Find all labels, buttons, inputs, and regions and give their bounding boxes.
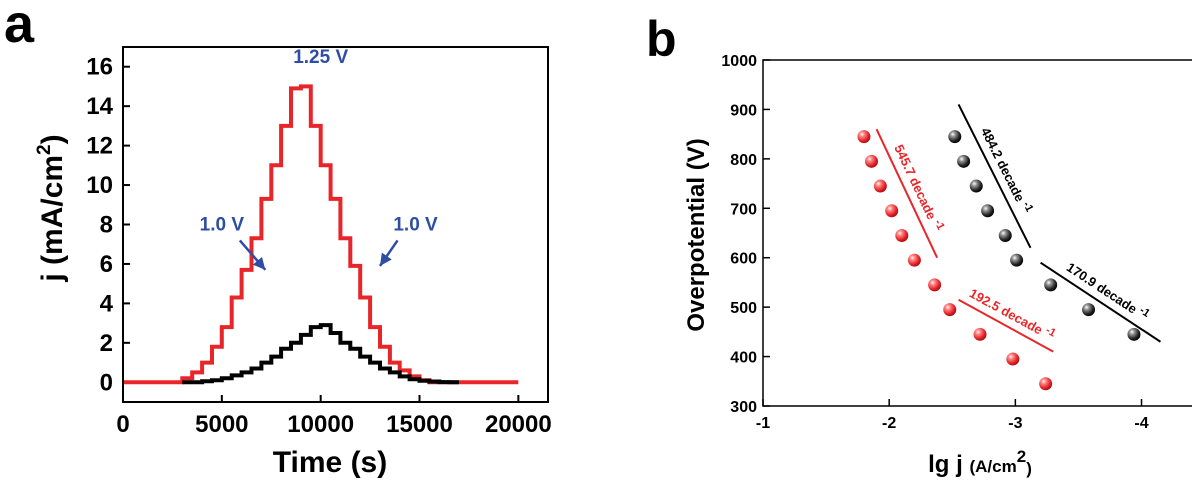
chart-b-y-tick-label: 1000 (721, 53, 757, 70)
chart-b-y-axis-title: Overpotential (V) (683, 138, 710, 331)
chart-b-x-axis-title: lg j (A/cm2) (928, 447, 1032, 478)
chart-a-x-tick-label: 15000 (386, 411, 453, 438)
chart-b-point-series-0 (857, 130, 871, 144)
chart-b-x-tick-label: -3 (1008, 415, 1022, 432)
chart-a-annotation: 1.25 V (293, 47, 348, 68)
chart-a-x-tick-label: 5000 (195, 411, 248, 438)
chart-b-y-tick-label: 300 (730, 399, 757, 416)
chart-b-fit-label-main: 170.9 decade (1064, 260, 1143, 319)
chart-b-y-tick-label: 900 (730, 102, 757, 119)
chart-a-y-tick-label: 12 (86, 133, 113, 160)
chart-b-ticks: -1 -2 -3 -4 300 400 500 600 700 800 900 1000 (721, 53, 1148, 432)
chart-b-point-series-0 (943, 303, 957, 317)
chart-b-point-series-0 (865, 154, 879, 168)
chart-a-annotation: 1.0 V (200, 214, 245, 235)
chart-a-annotation: 1.0 V (393, 214, 438, 235)
chart-a-series-line-1 (182, 323, 459, 385)
chart-a-ticks: 0 5000 10000 15000 20000 0 2 4 6 8 10 12 14 16 (86, 54, 551, 438)
chart-b-y-tick-label: 700 (730, 201, 757, 218)
chart-b-point-series-1 (981, 204, 995, 218)
chart-a-y-tick-label: 16 (86, 54, 113, 81)
chart-b-fit-line (957, 104, 1032, 249)
chart-b-points (857, 130, 1141, 391)
chart-b-point-series-0 (895, 228, 909, 242)
chart-b-x-tick-label: -4 (1134, 415, 1148, 432)
chart-a-y-axis-title-sup: 2 (34, 144, 55, 155)
chart-b-x-tick-label: -1 (756, 415, 770, 432)
chart-a-plot-frame (122, 46, 549, 403)
chart-b-fit-label-sup: -1 (1020, 200, 1035, 214)
chart-a-y-axis-title-close: ) (36, 134, 69, 144)
chart-a-y-tick-label: 4 (100, 290, 114, 317)
chart-b-point-series-0 (973, 327, 987, 341)
chart-a-annotation-arrowhead (379, 252, 392, 266)
chart-a-x-tick-label: 0 (116, 411, 129, 438)
chart-b-x-axis-title-main: lg j (928, 451, 969, 478)
chart-b-point-series-0 (1039, 377, 1053, 391)
chart-a-y-tick-label: 8 (100, 212, 113, 239)
chart-a-y-tick-label: 0 (100, 369, 113, 396)
chart-b-point-series-1 (1010, 253, 1024, 267)
chart-a-y-axis-title-main: j (mA/cm (36, 155, 69, 283)
chart-a-annotation-arrowhead (252, 256, 266, 270)
chart-b-y-tick-label: 400 (730, 350, 757, 367)
chart-a-series (123, 84, 519, 385)
chart-a-x-tick-label: 20000 (485, 411, 552, 438)
chart-b-plot-frame (762, 59, 1192, 407)
chart-a-annotations: 1.25 V 1.0 V 1.0 V (200, 47, 438, 271)
chart-b-point-series-1 (948, 130, 962, 144)
panel-a-letter: a (4, 0, 35, 54)
chart-b-point-series-0 (885, 204, 899, 218)
chart-b-point-series-0 (873, 179, 887, 193)
chart-b-point-series-0 (1006, 352, 1020, 366)
chart-a-x-axis-title: Time (s) (273, 446, 387, 479)
chart-a: 0 5000 10000 15000 20000 0 2 4 6 8 10 12 14 16 1.25 V… (34, 46, 552, 479)
chart-a-y-tick-label: 14 (86, 93, 113, 120)
chart-b: -1 -2 -3 -4 300 400 500 600 700 800 900 1000 545.7 … (683, 53, 1192, 478)
chart-b-fit-line (958, 298, 1054, 353)
panel-b-letter: b (646, 11, 677, 67)
chart-b-fit-line (875, 128, 939, 259)
chart-b-point-series-1 (1044, 278, 1058, 292)
chart-a-x-tick-label: 10000 (287, 411, 354, 438)
chart-b-point-series-1 (969, 179, 983, 193)
chart-b-fit-line (1040, 261, 1162, 343)
chart-b-y-tick-label: 600 (730, 251, 757, 268)
chart-a-y-tick-label: 2 (100, 330, 113, 357)
chart-b-x-axis-title-sup: 2 (1017, 447, 1026, 466)
chart-b-point-series-1 (957, 154, 971, 168)
chart-b-x-axis-title-unit: (A/cm (969, 457, 1016, 476)
chart-b-x-axis-title-close: ) (1026, 459, 1032, 478)
chart-b-x-tick-label: -2 (882, 415, 896, 432)
chart-b-fit-label-sup: -1 (932, 218, 947, 232)
chart-a-series-line-0 (123, 84, 519, 385)
chart-b-point-series-0 (928, 278, 942, 292)
chart-b-point-series-1 (998, 228, 1012, 242)
chart-b-point-series-0 (907, 253, 921, 267)
chart-b-y-tick-label: 500 (730, 300, 757, 317)
chart-a-y-tick-label: 6 (100, 251, 113, 278)
chart-b-fit-label: 170.9 decade -1 (1064, 258, 1152, 324)
chart-b-y-tick-label: 800 (730, 152, 757, 169)
chart-a-y-tick-label: 10 (86, 172, 113, 199)
chart-a-y-axis-title: j (mA/cm2) (34, 134, 69, 282)
chart-b-point-series-1 (1082, 303, 1096, 317)
chart-b-point-series-1 (1127, 327, 1141, 341)
